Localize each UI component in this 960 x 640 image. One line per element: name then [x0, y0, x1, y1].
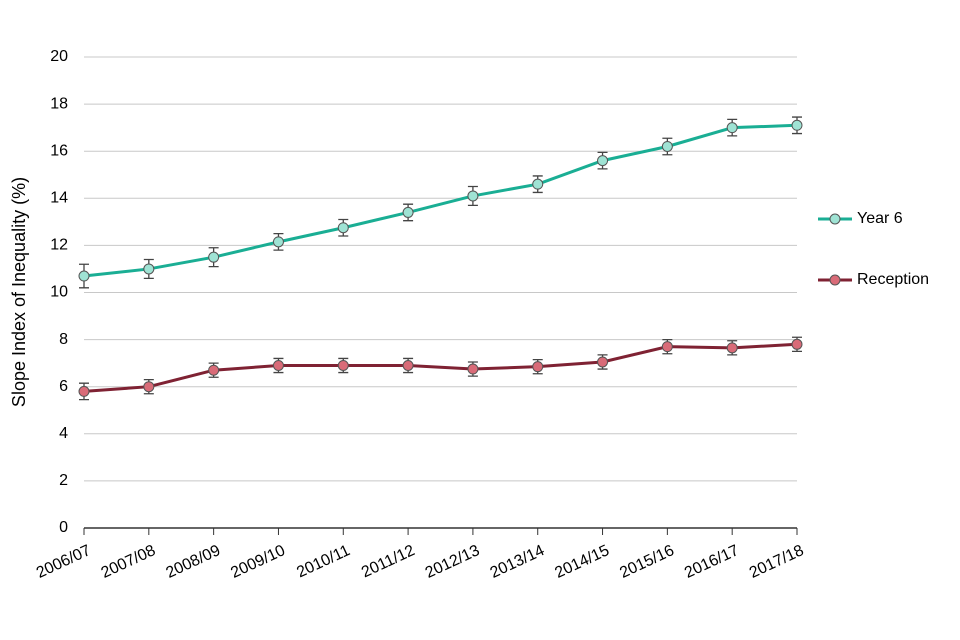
series-line — [83, 123, 798, 278]
x-tick-label: 2016/17 — [682, 542, 742, 582]
y-tick-label: 4 — [59, 425, 68, 442]
marker — [402, 360, 414, 372]
x-tick-label: 2008/09 — [164, 542, 224, 582]
x-tick-label: 2012/13 — [423, 542, 483, 582]
x-tick-label: 2017/18 — [747, 542, 807, 582]
y-tick-label: 6 — [59, 378, 68, 395]
marker — [726, 342, 738, 354]
marker — [337, 222, 349, 234]
marker — [791, 338, 803, 350]
y-tick-label: 2 — [59, 472, 68, 489]
x-tick-label: 2006/07 — [34, 542, 94, 582]
marker — [467, 363, 479, 375]
marker — [597, 155, 609, 167]
x-tick-label: 2007/08 — [99, 542, 159, 582]
marker — [532, 178, 544, 190]
y-tick-label: 0 — [59, 519, 68, 536]
legend-label: Year 6 — [857, 210, 903, 227]
marker — [726, 122, 738, 134]
x-tick-label: 2011/12 — [359, 542, 418, 581]
marker — [143, 263, 155, 275]
x-tick-label: 2014/15 — [552, 542, 612, 582]
x-tick-label: 2013/14 — [488, 542, 548, 582]
y-tick-label: 20 — [50, 48, 68, 65]
legend-label: Reception — [857, 271, 929, 288]
marker — [272, 360, 284, 372]
marker — [78, 385, 90, 397]
x-tick-label: 2009/10 — [228, 542, 288, 582]
y-tick-label: 18 — [50, 95, 68, 112]
marker — [337, 360, 349, 372]
marker — [532, 361, 544, 373]
x-tick-label: 2010/11 — [294, 542, 353, 581]
marker — [272, 236, 284, 248]
marker — [78, 270, 90, 282]
marker — [208, 364, 220, 376]
marker — [467, 190, 479, 202]
y-tick-label: 14 — [50, 190, 68, 207]
marker — [661, 140, 673, 152]
marker — [791, 119, 803, 131]
legend-marker — [829, 274, 841, 286]
y-tick-label: 12 — [50, 237, 68, 254]
y-tick-label: 16 — [50, 142, 68, 159]
x-tick-label: 2015/16 — [617, 542, 677, 582]
y-axis-label: Slope Index of Inequality (%) — [9, 177, 29, 407]
marker — [208, 251, 220, 263]
series-line — [83, 342, 798, 393]
marker — [402, 206, 414, 218]
y-tick-label: 8 — [59, 331, 68, 348]
marker — [143, 381, 155, 393]
marker — [597, 356, 609, 368]
marker — [661, 341, 673, 353]
y-tick-label: 10 — [50, 284, 68, 301]
legend-marker — [829, 213, 841, 225]
